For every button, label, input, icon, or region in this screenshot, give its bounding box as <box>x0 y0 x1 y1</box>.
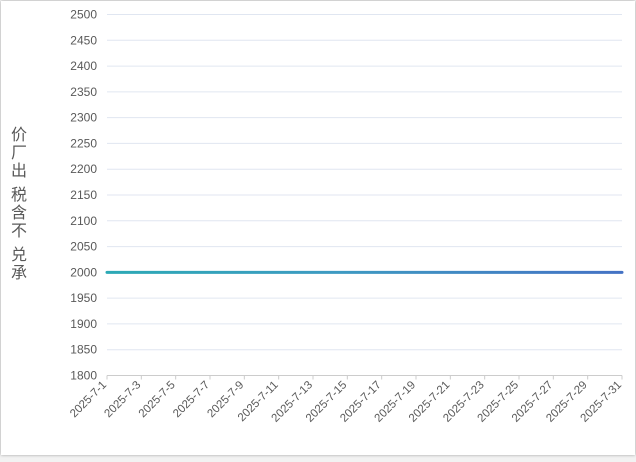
svg-text:2350: 2350 <box>70 85 97 99</box>
svg-text:2025-7-5: 2025-7-5 <box>137 379 178 420</box>
svg-text:2050: 2050 <box>70 240 97 254</box>
svg-text:2025-7-7: 2025-7-7 <box>171 379 212 420</box>
svg-text:2300: 2300 <box>70 111 97 125</box>
svg-text:2200: 2200 <box>70 162 97 176</box>
svg-text:2025-7-3: 2025-7-3 <box>102 379 143 420</box>
svg-text:1850: 1850 <box>70 343 97 357</box>
svg-text:2250: 2250 <box>70 136 97 150</box>
svg-text:1800: 1800 <box>70 369 97 383</box>
svg-text:2500: 2500 <box>70 8 97 22</box>
svg-text:2150: 2150 <box>70 188 97 202</box>
svg-text:1950: 1950 <box>70 291 97 305</box>
svg-text:2450: 2450 <box>70 33 97 47</box>
svg-text:2000: 2000 <box>70 265 97 279</box>
svg-text:2400: 2400 <box>70 59 97 73</box>
svg-text:2100: 2100 <box>70 214 97 228</box>
svg-text:2025-7-1: 2025-7-1 <box>68 379 109 420</box>
svg-text:1900: 1900 <box>70 317 97 331</box>
